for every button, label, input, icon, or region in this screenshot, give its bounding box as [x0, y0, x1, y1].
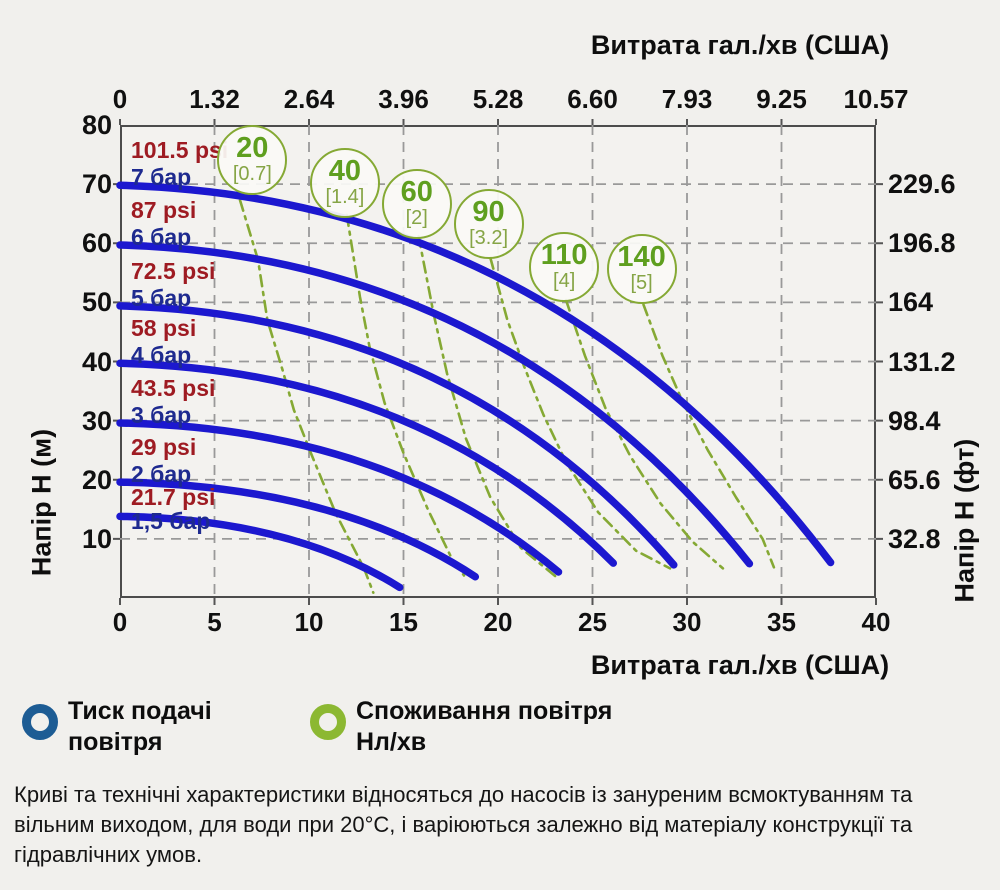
air-consumption-curve [564, 298, 725, 570]
legend-item-air: Споживання повітря Нл/хв [310, 696, 670, 776]
air-consumption-curve [238, 198, 375, 594]
pressure-curve [116, 478, 480, 581]
air-value-label: 60 [400, 176, 433, 209]
left-axis-title: Напір H (м) [26, 428, 57, 577]
left-axis-tick: 70 [81, 169, 112, 200]
air-value-label: 140 [617, 240, 666, 273]
top-axis-tick: 6.60 [567, 84, 618, 114]
left-axis-tick: 40 [81, 346, 112, 377]
bottom-axis-tick: 0 [112, 607, 128, 637]
air-consumption-curve [489, 256, 672, 570]
top-axis-tick: 9.25 [756, 84, 807, 114]
left-axis-tick: 50 [81, 287, 112, 318]
air-consumption-curve [345, 213, 466, 577]
air-consumption-circle: 40 [1.4] [309, 147, 380, 218]
footnote-text: Криві та технічні характеристики віднося… [14, 782, 913, 867]
right-axis-tick: 164 [888, 287, 934, 318]
air-value-label: 90 [472, 195, 505, 228]
air-bracket-label: [1.4] [325, 185, 365, 208]
air-bracket-label: [3.2] [469, 226, 508, 249]
bottom-axis-tick: 30 [672, 607, 702, 637]
air-consumption-circle: 140 [5] [606, 233, 677, 304]
pressure-ring-icon [22, 704, 58, 740]
top-axis-tick: 0 [112, 84, 128, 114]
left-axis-tick: 60 [81, 228, 112, 259]
air-value-label: 20 [236, 131, 269, 164]
pressure-curve [116, 512, 404, 592]
right-axis-title: Напір H (фт) [949, 438, 980, 603]
air-consumption-curve [642, 303, 776, 569]
bottom-axis-tick: 40 [861, 607, 891, 637]
air-value-label: 40 [328, 154, 362, 187]
curves-canvas [113, 119, 883, 605]
right-axis-tick: 196.8 [888, 228, 956, 259]
right-axis-tick: 131.2 [888, 346, 956, 377]
air-consumption-circle: 110 [4] [529, 231, 600, 302]
air-bracket-label: [5] [630, 271, 653, 294]
pressure-curve [116, 302, 678, 569]
air-bracket-label: [0.7] [232, 162, 272, 185]
air-consumption-circle: 60 [2] [381, 169, 452, 240]
top-axis-title: Витрата гал./хв (США) [590, 30, 890, 60]
top-axis-tick: 5.28 [472, 84, 524, 114]
right-axis-tick: 229.6 [888, 169, 956, 200]
legend: Тиск подачі повітря Споживання повітря Н… [0, 696, 1000, 776]
pressure-curve [116, 241, 754, 568]
pressure-curve [116, 419, 563, 576]
bottom-axis-tick: 15 [389, 607, 418, 637]
bottom-axis-tick: 25 [578, 607, 607, 637]
top-axis-tick: 3.96 [378, 84, 429, 114]
air-ring-icon [310, 704, 346, 740]
right-axis-tick: 98.4 [888, 405, 941, 436]
bottom-axis-tick: 20 [483, 607, 513, 637]
air-bracket-label: [4] [553, 269, 576, 292]
pressure-curve [116, 359, 618, 567]
pressure-curve [116, 181, 835, 567]
bottom-axis-title: Витрата гал./хв (США) [590, 650, 890, 680]
left-axis-tick: 80 [81, 110, 112, 140]
bottom-axis-tick: 10 [294, 607, 324, 637]
legend-item-pressure: Тиск подачі повітря [22, 696, 282, 776]
bottom-axis-tick: 5 [207, 607, 222, 637]
air-value-label: 110 [540, 238, 588, 271]
air-consumption-circle: 90 [3.2] [453, 188, 524, 259]
legend-label-pressure: Тиск подачі повітря [68, 697, 212, 757]
bottom-axis-tick: 35 [767, 607, 796, 637]
top-axis-tick: 10.57 [843, 84, 909, 114]
legend-label-air: Споживання повітря Нл/хв [356, 697, 613, 757]
top-axis-tick: 7.93 [661, 84, 713, 114]
air-consumption-circle: 20 [0.7] [217, 124, 288, 195]
top-axis-tick: 2.64 [283, 84, 335, 114]
air-bracket-label: [2] [405, 207, 428, 230]
top-axis-tick: 1.32 [189, 84, 240, 114]
